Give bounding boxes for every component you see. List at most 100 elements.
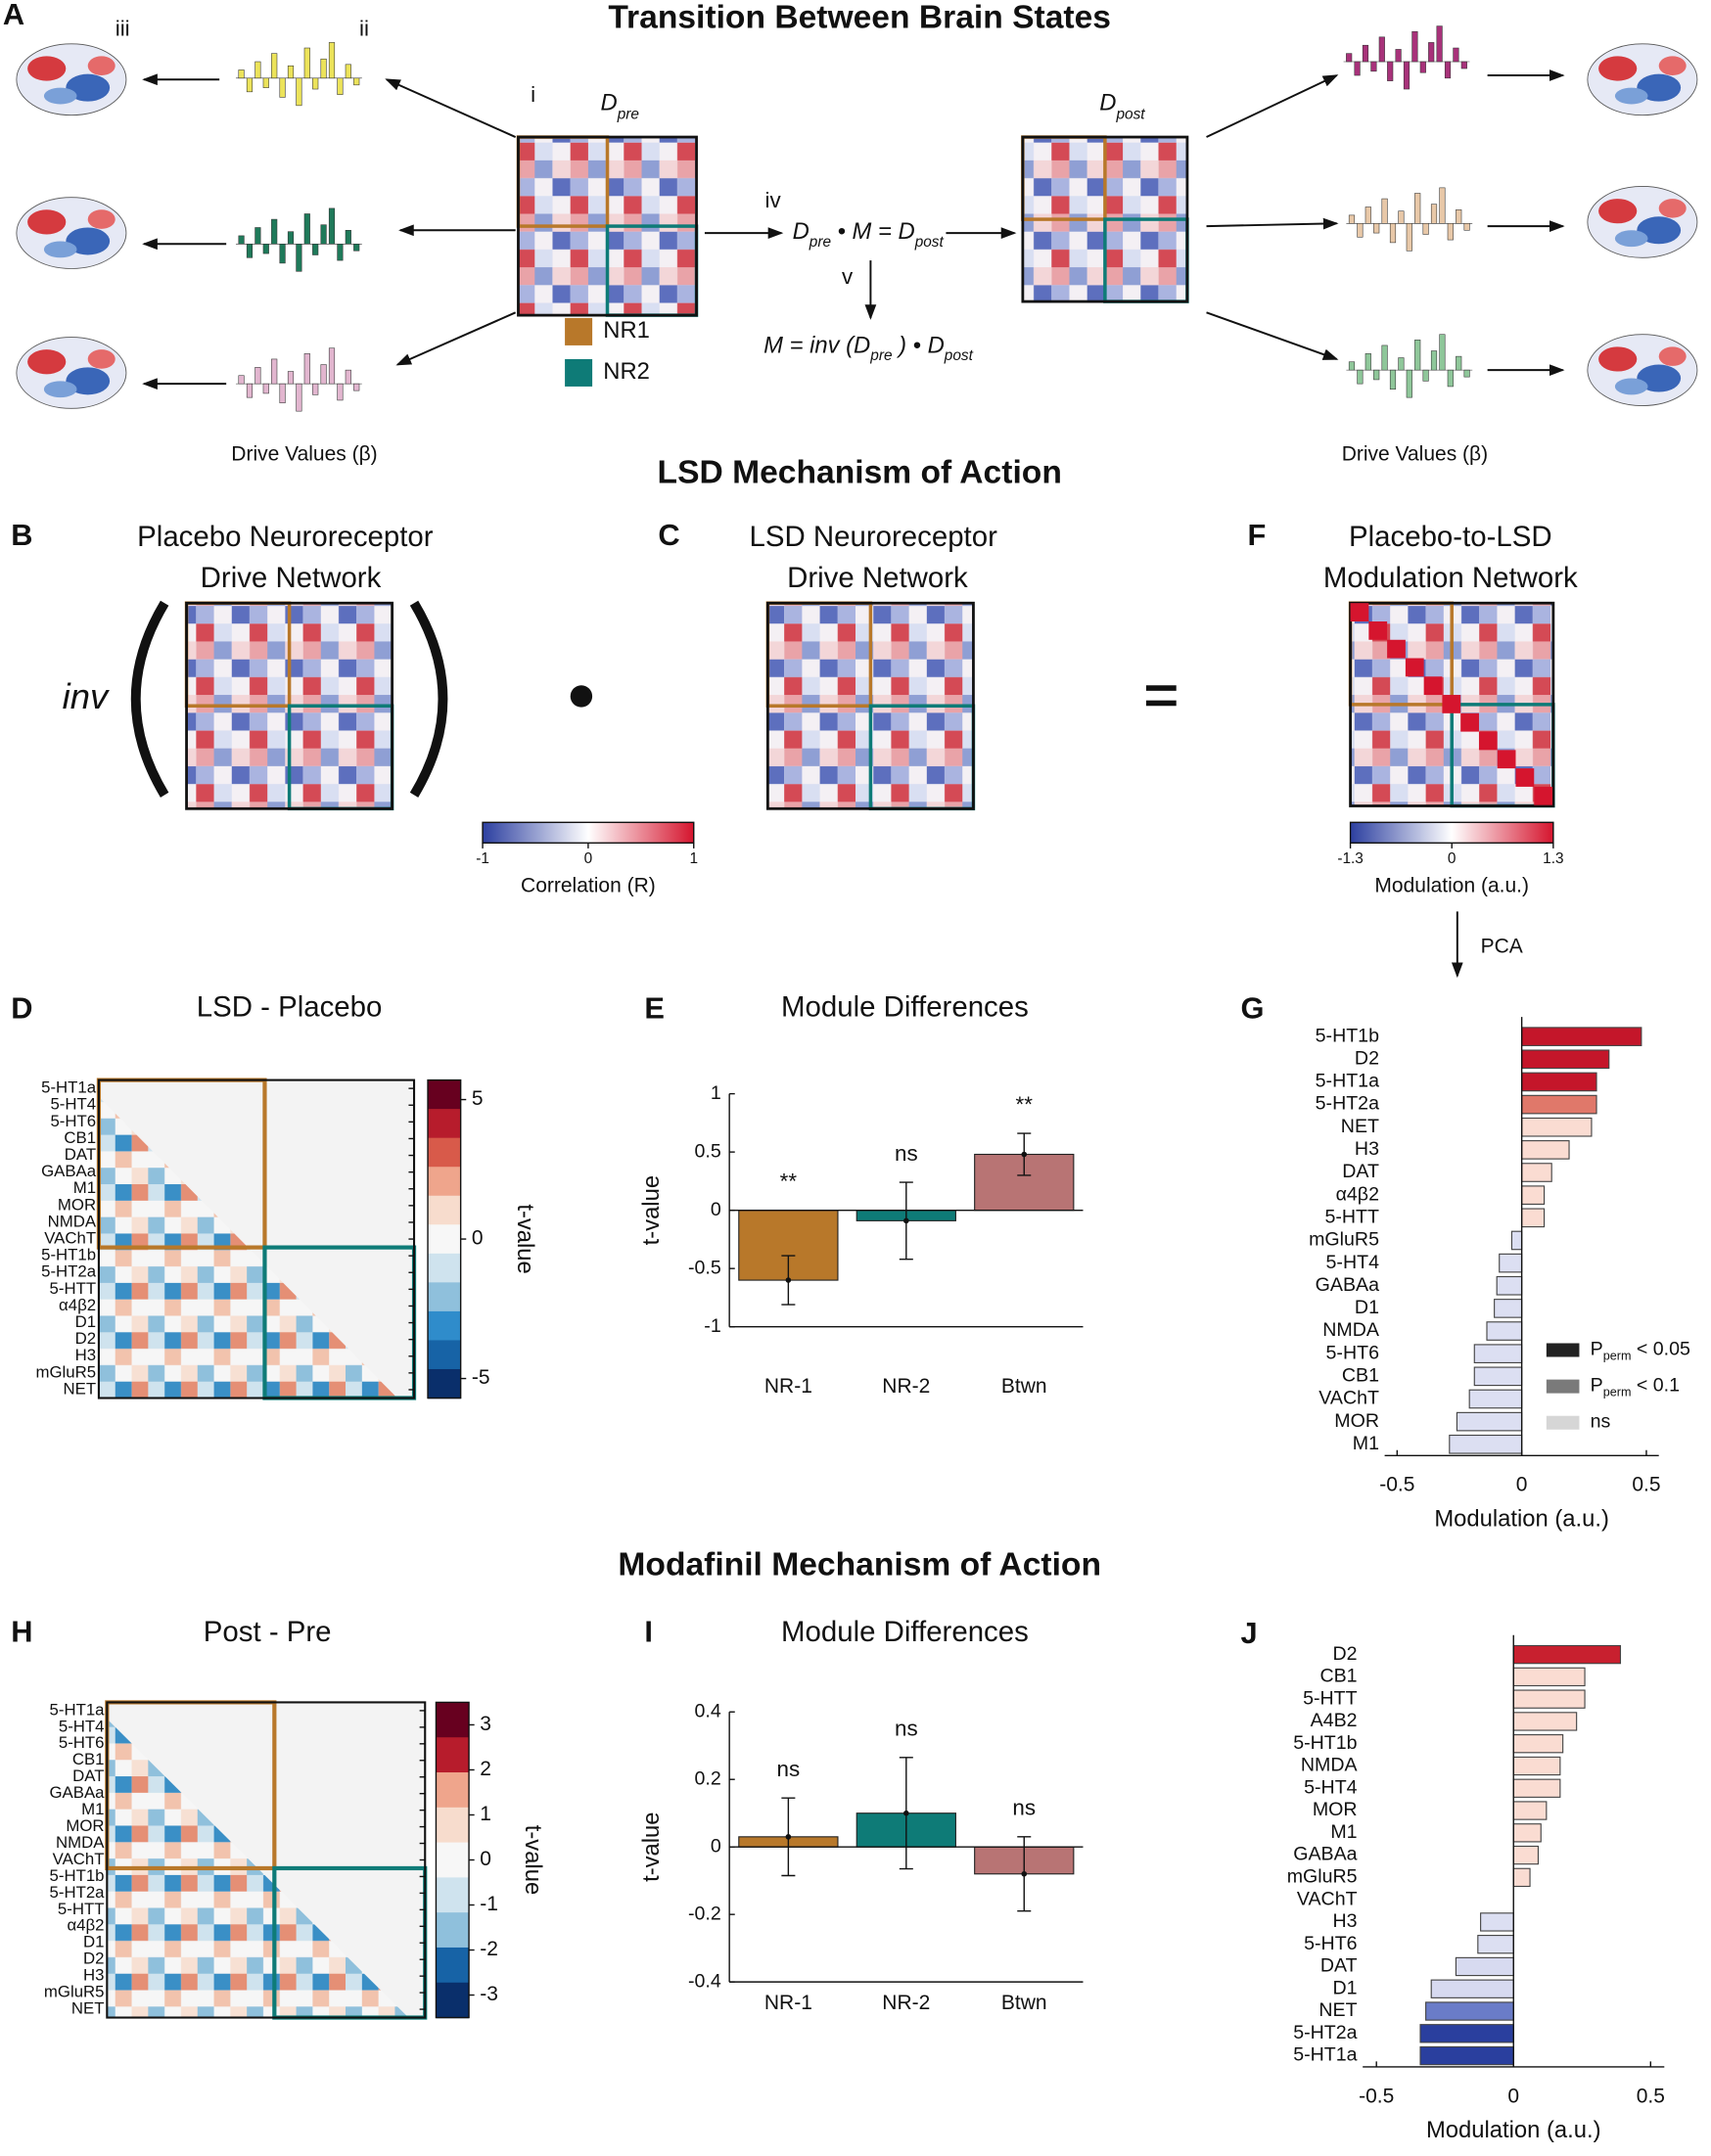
colorbar-tick-label: 3 [480,1713,491,1735]
row-label: 5-HTT [58,1900,105,1918]
bar [1455,1956,1514,1977]
legend-text: < 0.05 [1631,1339,1690,1360]
bar [1499,1253,1523,1273]
matrix-diagonal-cell [1478,731,1498,751]
bar [1521,1208,1546,1228]
x-axis-label: Modulation (a.u.) [1426,2117,1601,2143]
pca-label: PCA [1481,935,1523,957]
matrix-diagonal-cell [1442,695,1461,713]
bar [1419,2024,1514,2043]
y-tick-label: NMDA [1322,1319,1380,1341]
bar [1477,1935,1514,1954]
y-tick-label: DAT [1342,1161,1379,1182]
y-tick-label: 0.2 [695,1767,721,1789]
bar [1521,1185,1546,1205]
colorbar-tick-label: 2 [480,1758,491,1780]
y-tick-label: -0.2 [688,1903,721,1924]
drive-label: Drive Values (β) [1342,443,1488,466]
y-tick-label: MOR [1334,1410,1379,1432]
colorbar-label: Correlation (R) [521,875,656,897]
network-title: Placebo-to-LSD [1349,521,1552,553]
heatmap-title: Post - Pre [204,1616,332,1648]
row-label: D1 [75,1312,96,1331]
legend-text: P [1591,1339,1603,1360]
y-tick-label: 5-HT1a [1293,2044,1357,2066]
row-label: NET [71,1999,105,2018]
y-tick-label: A4B2 [1311,1710,1358,1731]
step-label: i [531,82,535,107]
y-tick-label: -1 [704,1315,720,1337]
bar [1510,1230,1523,1251]
colorbar-step [436,1912,470,1949]
eq-part: D [793,218,809,245]
y-tick-label: 5-HT2a [1316,1093,1379,1115]
d-post-symbol: D [1099,90,1116,116]
eq-part: ) • D [893,333,945,359]
colorbar-step [428,1079,461,1110]
row-label: 5-HTT [50,1279,97,1298]
y-tick-label: CB1 [1319,1666,1357,1687]
y-tick-label: NET [1318,1999,1357,2021]
colorbar [482,821,695,845]
colorbar-tick-label: -1 [476,850,489,867]
x-tick-label: 0 [1507,2085,1519,2107]
row-label: mGluR5 [36,1362,97,1381]
panel-label: A [3,0,24,31]
mean-dot [785,1834,792,1840]
legend-swatch [1546,1343,1580,1357]
chart-title: Module Differences [781,991,1029,1024]
x-tick-label: -0.5 [1359,2085,1394,2107]
legend-label: Pperm < 0.05 [1591,1339,1690,1363]
y-tick-label: 0.5 [695,1140,721,1162]
row-label: MOR [66,1816,104,1835]
colorbar-tick-label: 5 [472,1087,484,1110]
row-label: DAT [65,1145,96,1164]
y-tick-label: D2 [1333,1643,1358,1665]
colorbar-step [428,1195,461,1225]
y-tick-label: H3 [1355,1138,1379,1160]
legend-text: ns [1591,1411,1611,1433]
y-tick-label: D1 [1355,1297,1379,1318]
step-label: ii [359,17,369,41]
colorbar-step [436,1737,470,1773]
bar [1512,1667,1586,1687]
colorbar [1349,821,1554,845]
bar [1486,1321,1523,1341]
colorbar-step [436,1772,470,1809]
colorbar-tick-label: -1.3 [1337,850,1364,867]
y-tick-label: α4β2 [1336,1183,1379,1205]
colorbar-tick-label: -2 [480,1938,498,1960]
y-tick-label: 5-HT6 [1304,1933,1358,1954]
colorbar-step [428,1282,461,1312]
panel-label: H [11,1615,32,1649]
bar [1494,1299,1523,1318]
colorbar-tick-label: 0 [584,850,593,867]
y-tick-label: GABAa [1316,1274,1379,1296]
row-label: D2 [75,1329,96,1348]
colorbar-tick-label: 0 [472,1227,484,1250]
panel-a-art [16,25,1698,979]
y-tick-label: VAChT [1297,1888,1358,1909]
mean-dot [785,1277,792,1283]
bar [1512,1845,1540,1865]
d-pre-symbol: D [601,90,618,116]
y-tick-label: 1 [711,1082,721,1104]
panel-label: I [644,1615,653,1649]
y-tick-label: -0.4 [688,1970,721,1992]
matrix-diagonal-cell [1460,712,1479,732]
x-tick-label: -0.5 [1379,1474,1414,1496]
y-tick-label: M1 [1353,1433,1379,1454]
x-tick-label: NR-2 [882,1992,930,2014]
row-label: 5-HT1b [50,1866,105,1885]
row-label: 5-HT2a [50,1883,106,1902]
colorbar-tick-label: 1 [480,1803,491,1825]
row-label: D1 [83,1933,104,1951]
matrix-diagonal-cell [1515,768,1535,787]
bar [1430,1979,1514,1998]
network-title: Drive Network [201,562,382,594]
matrix-frame [1021,135,1189,303]
y-tick-label: MOR [1313,1799,1358,1820]
inv-label: inv [63,676,110,716]
colorbar-tick-label: 1.3 [1543,850,1563,867]
